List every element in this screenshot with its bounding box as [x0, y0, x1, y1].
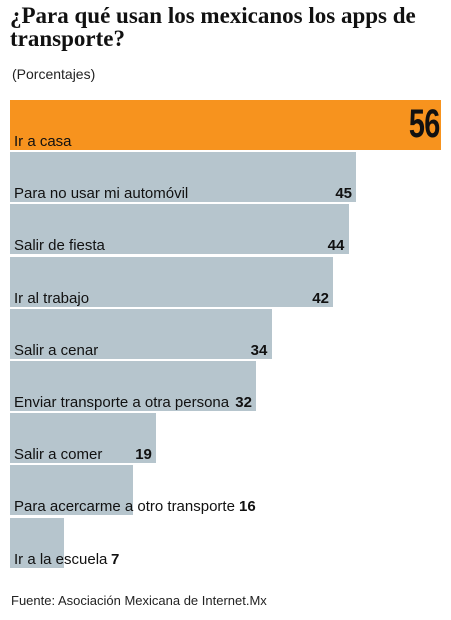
bar-2 [10, 152, 357, 203]
bar-value-5: 34 [250, 341, 268, 359]
bar-3 [10, 204, 349, 255]
bar-value-1: 56 [408, 102, 439, 146]
bar-label-1: Ir a casa [14, 133, 72, 150]
bar-value-3: 44 [327, 237, 345, 255]
bar-7 [10, 413, 157, 464]
bar-value-7: 19 [135, 446, 152, 464]
bar-4 [10, 256, 334, 307]
bar-value-6: 32 [235, 394, 252, 411]
bar-value-4: 42 [312, 289, 329, 307]
bar-label-3: Salir de fiesta [14, 237, 105, 255]
bar-9 [10, 517, 64, 568]
bar-value-8: 16 [239, 498, 256, 516]
bar-6 [10, 361, 257, 411]
bar-value-9: 7 [111, 550, 120, 568]
bar-label-6: Enviar transporte a otra persona [14, 394, 230, 411]
bar-8 [10, 465, 134, 516]
bar-label-9: Ir a la escuela [14, 550, 108, 568]
source-note: Fuente: Asociación Mexicana de Internet.… [11, 593, 267, 608]
bar-label-5: Salir a cenar [14, 341, 99, 359]
bar-1 [10, 100, 441, 150]
chart-title: ¿Para qué usan los mexicanos los apps de… [10, 3, 416, 51]
bar-label-4: Ir al trabajo [14, 289, 90, 307]
bar-value-2: 45 [335, 185, 353, 203]
bar-5 [10, 308, 272, 359]
bar-label-7: Salir a comer [14, 446, 103, 464]
chart-subtitle: (Porcentajes) [12, 66, 96, 82]
bar-label-2: Para no usar mi automóvil [14, 185, 189, 203]
bar-label-8: Para acercarme a otro transporte [14, 498, 235, 516]
